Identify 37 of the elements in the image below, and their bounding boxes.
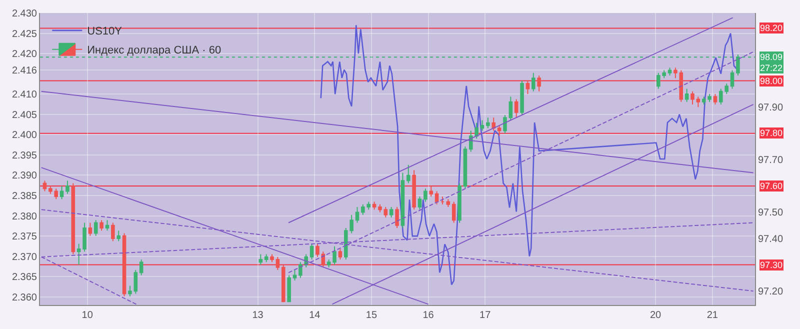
y-tick-label: 2.380 bbox=[12, 211, 38, 222]
y-tick-label: 2.395 bbox=[12, 150, 38, 162]
y-tick-label: 2.405 bbox=[12, 110, 38, 121]
x-tick-label: 16 bbox=[422, 310, 434, 321]
y-tick-label: 2.410 bbox=[12, 90, 38, 101]
ref-line-label: 98.00 bbox=[760, 76, 783, 86]
y-tick-label: 2.416 bbox=[12, 65, 38, 76]
legend-label: Индекс доллара США · 60 bbox=[87, 44, 222, 57]
y-tick-label: 2.430 bbox=[12, 8, 38, 20]
y-tick-label: 2.365 bbox=[12, 272, 38, 284]
ref-line-label: 97.60 bbox=[760, 181, 783, 191]
y2-tick-label: 97.90 bbox=[758, 102, 784, 114]
x-tick-label: 10 bbox=[82, 310, 94, 321]
y-tick-label: 2.370 bbox=[12, 252, 38, 263]
ref-line-label: 97.80 bbox=[760, 128, 783, 138]
text: 27:22 bbox=[760, 63, 783, 73]
y2-tick-label: 97.70 bbox=[758, 155, 784, 166]
legend-label: US10Y bbox=[87, 26, 123, 38]
y-tick-label: 2.385 bbox=[12, 191, 38, 202]
x-tick-label: 20 bbox=[650, 310, 662, 321]
y2-tick-label: 97.40 bbox=[758, 234, 784, 245]
y-tick-label: 2.425 bbox=[12, 28, 38, 40]
x-tick-label: 13 bbox=[252, 310, 264, 321]
y2-tick-label: 97.20 bbox=[758, 286, 784, 298]
y-tick-label: 2.390 bbox=[12, 170, 38, 182]
ref-line-label: 97.30 bbox=[760, 260, 783, 270]
y-tick-label: 2.420 bbox=[12, 49, 38, 60]
y-tick-label: 2.375 bbox=[12, 232, 38, 243]
y-tick-label: 2.360 bbox=[12, 292, 38, 304]
y2-tick-label: 97.50 bbox=[758, 208, 784, 219]
ref-line-label: 98.20 bbox=[760, 23, 783, 33]
x-tick-label: 21 bbox=[706, 310, 718, 321]
x-tick-label: 17 bbox=[480, 310, 492, 321]
x-tick-label: 15 bbox=[366, 310, 378, 321]
x-tick-label: 14 bbox=[309, 310, 321, 321]
ref-line-label: 98.09 bbox=[760, 52, 783, 62]
y-tick-label: 2.400 bbox=[12, 130, 38, 142]
